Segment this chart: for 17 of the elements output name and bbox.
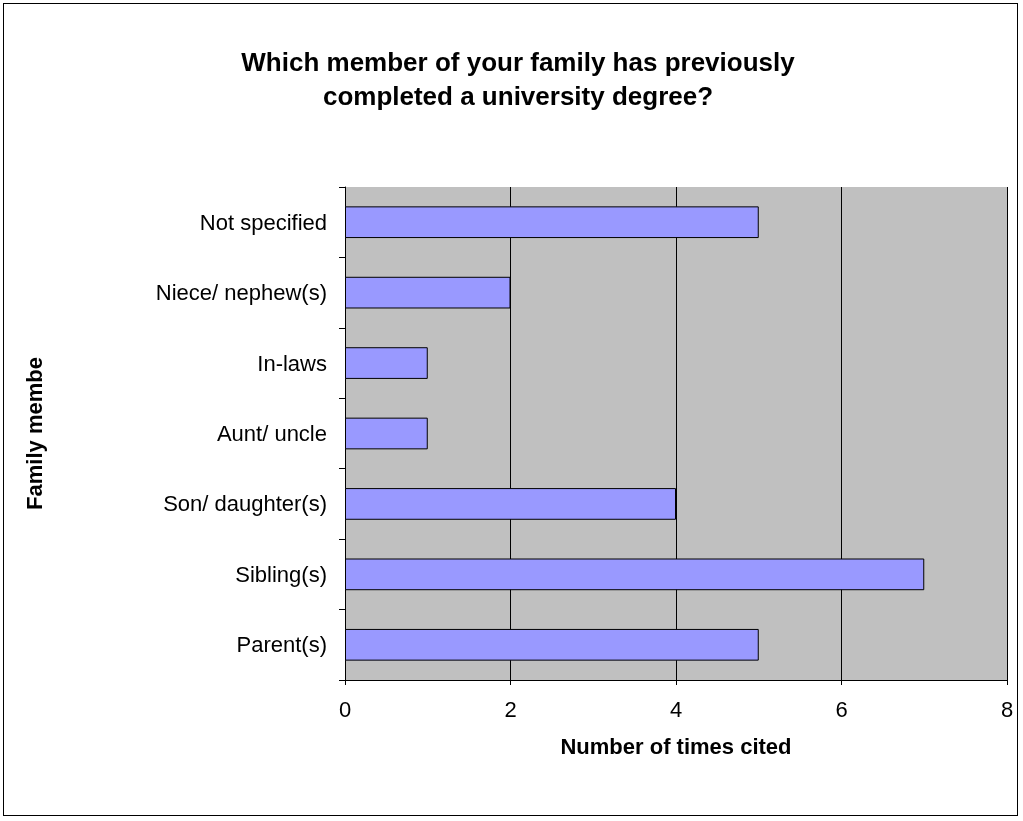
y-tick-label: Parent(s) [236, 632, 327, 658]
x-tick-label: 4 [669, 696, 683, 722]
y-tick-label: Aunt/ uncle [216, 421, 327, 446]
x-tick-label: 6 [835, 696, 848, 722]
y-tick-label: Not specified [199, 209, 327, 235]
bar [345, 417, 428, 450]
y-tick-label: In-laws [257, 350, 327, 376]
y-axis-title: Family membe [21, 357, 47, 510]
y-tick-label: Sibling(s) [235, 561, 327, 587]
x-tick-label: 0 [338, 696, 352, 722]
chart-title: Which member of your family has previously completed a university degree? [241, 47, 796, 111]
x-tick-label: 8 [1000, 696, 1014, 722]
x-axis-title: Number of times cited [560, 733, 792, 759]
y-tick-label: Niece/ nephew(s) [155, 280, 327, 306]
x-tick-label: 2 [504, 696, 517, 722]
bar [345, 347, 428, 379]
y-tick-label: Son/ daughter(s) [163, 491, 327, 517]
